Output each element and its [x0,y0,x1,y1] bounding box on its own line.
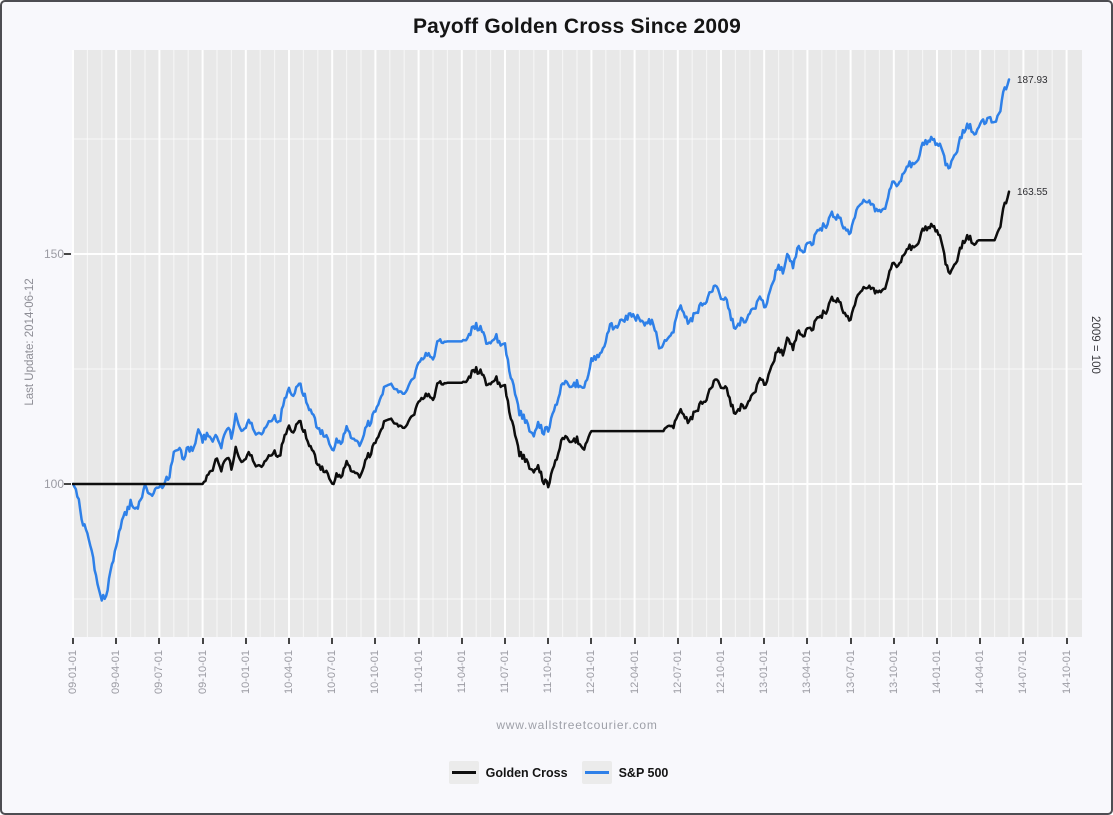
x-axis-label-11-10-01: 11-10-01 [542,650,555,694]
x-axis-tick [676,638,679,644]
x-axis-tick [244,638,247,644]
x-axis-label-10-10-01: 10-10-01 [369,650,382,695]
y-axis-label-100: 100 [43,477,64,491]
x-axis-tick [1065,638,1068,644]
legend-key-sp500 [581,761,612,784]
x-axis-tick [374,638,377,644]
base-index-note: 2009 = 100 [1089,316,1101,374]
x-axis-tick [460,638,463,644]
x-axis-label-13-01-01: 13-01-01 [758,650,771,695]
y-axis-tick [64,253,71,255]
watermark-url: www.wallstreetcourier.com [496,718,658,732]
x-axis-label-14-04-01: 14-04-01 [974,650,987,695]
legend-key-golden-cross [448,761,479,784]
legend-item-golden-cross: Golden Cross [448,761,568,784]
x-axis-tick [547,638,550,644]
legend-line-swatch-golden-cross [451,771,476,774]
x-axis-label-14-01-01: 14-01-01 [931,650,943,695]
x-axis-label-12-04-01: 12-04-01 [628,650,641,695]
x-axis-label-14-10-01: 14-10-01 [1060,650,1073,695]
legend-item-sp500: S&P 500 [581,761,669,784]
x-axis-tick [720,638,722,644]
last-update-note: Last Update: 2014-06-12 [24,278,36,406]
x-axis-label-10-07-01: 10-07-01 [326,650,339,695]
series-line-golden-cross [72,190,1011,489]
line-chart-svg [72,50,1082,637]
x-axis-label-13-10-01: 13-10-01 [887,650,900,695]
x-axis-tick [806,638,809,644]
y-axis-tick [64,483,71,485]
x-axis-tick [504,638,506,644]
gridlines [72,50,1082,637]
x-axis-tick [892,638,895,644]
legend: Golden Cross S&P 500 [2,761,1111,784]
x-axis-label-09-10-01: 09-10-01 [196,650,209,695]
x-axis-tick [72,638,74,644]
x-axis-label-09-07-01: 09-07-01 [153,650,166,695]
x-axis-tick [1022,638,1025,644]
x-axis-tick [201,638,204,644]
x-axis-label-10-01-01: 10-01-01 [239,650,252,695]
x-axis-label-10-04-01: 10-04-01 [283,650,295,695]
x-axis-label-13-07-01: 13-07-01 [844,650,857,695]
x-axis-tick [115,638,118,644]
end-value-label-golden-cross: 163.55 [1017,186,1048,198]
x-axis-label-11-07-01: 11-07-01 [499,650,511,694]
x-axis-label-13-04-01: 13-04-01 [801,650,814,695]
x-axis-label-11-04-01: 11-04-01 [455,650,468,694]
x-axis-tick [849,638,852,644]
x-axis-label-12-01-01: 12-01-01 [585,650,598,695]
y-axis-label-150: 150 [43,247,64,261]
legend-label-golden-cross: Golden Cross [485,765,568,780]
x-axis-label-09-04-01: 09-04-01 [110,650,123,695]
x-axis-label-09-01-01: 09-01-01 [67,650,79,695]
x-axis-label-11-01-01: 11-01-01 [412,650,425,694]
legend-line-swatch-sp500 [584,771,609,774]
x-axis-tick [979,638,982,644]
x-axis-tick [633,638,636,644]
x-axis-tick [417,638,420,644]
x-axis-tick [590,638,593,644]
end-value-label-sp500: 187.93 [1017,74,1048,86]
x-axis-tick [936,638,938,644]
series-line-sp500 [72,78,1011,602]
chart-title: Payoff Golden Cross Since 2009 [412,15,742,38]
x-axis-label-14-07-01: 14-07-01 [1017,650,1030,695]
x-axis-tick [331,638,334,644]
x-axis-tick [158,638,161,644]
x-axis-label-12-10-01: 12-10-01 [715,650,727,695]
x-axis-tick [763,638,766,644]
plot-panel [72,50,1082,637]
legend-label-sp500: S&P 500 [618,765,669,780]
x-axis-label-12-07-01: 12-07-01 [671,650,684,695]
x-axis-tick [288,638,290,644]
